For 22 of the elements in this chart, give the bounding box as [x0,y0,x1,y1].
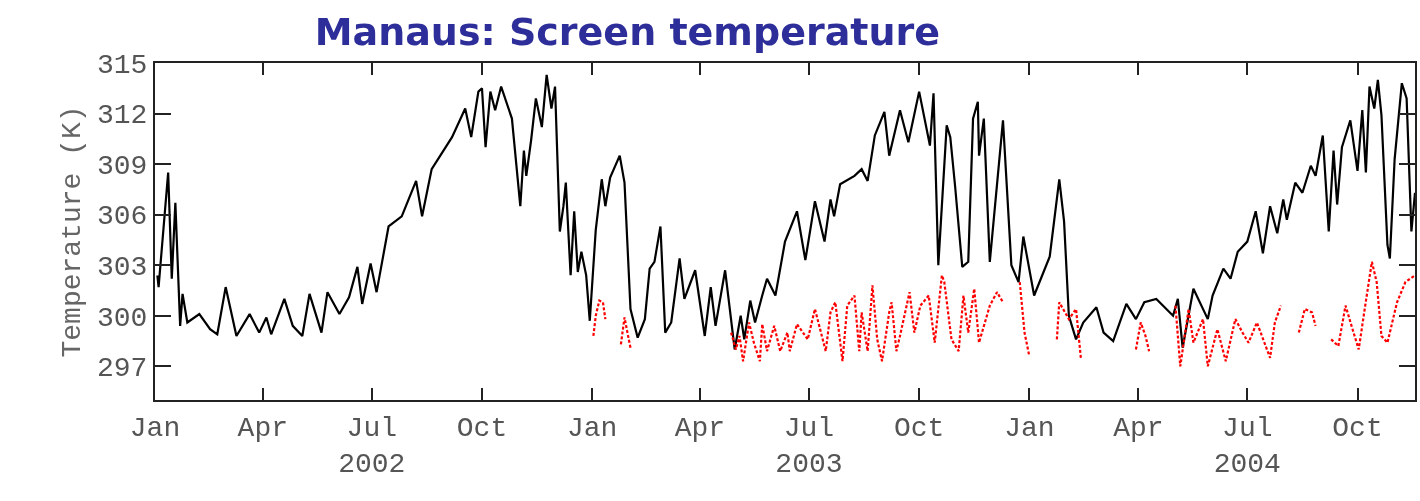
y-tick-label: 297 [96,353,148,385]
x-tick-label: Jan [129,412,181,444]
y-tick-label: 309 [96,150,148,182]
y-tick-label: 312 [96,100,148,132]
x-tick-label: Jan [566,412,618,444]
x-tick-label: Jan [1004,412,1055,444]
x-tick-label: Apr [237,412,288,444]
x-tick-label: Jul 2004 [1213,412,1281,480]
line-series [156,73,1415,351]
y-tick-label: 306 [96,201,148,233]
x-tick-label: Apr [674,412,726,444]
x-tick-label: Jul 2002 [338,412,406,480]
chart-title: Manaus: Screen temperature [314,10,941,55]
y-tick-label: 303 [96,252,148,283]
y-tick-label: 315 [96,49,148,81]
x-tick-label: Oct [456,412,508,444]
x-tick-label: Jul 2003 [775,412,843,480]
x-tick-label: Oct [1332,412,1383,444]
x-tick-label: Oct [893,412,945,444]
y-axis-title: Temperature (K) [57,105,89,358]
y-tick-label: 300 [96,302,148,334]
x-tick-label: Apr [1113,412,1164,444]
